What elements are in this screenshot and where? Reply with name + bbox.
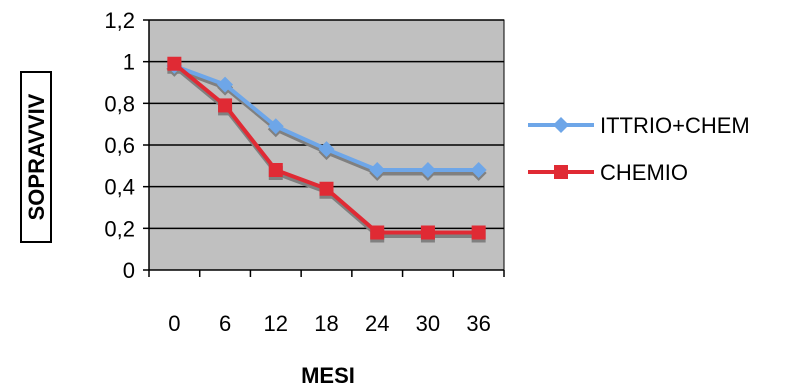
y-tick-label: 0	[123, 258, 135, 283]
y-tick-label: 1	[123, 50, 135, 75]
legend-label: ITTRIO+CHEM	[600, 113, 750, 138]
y-tick-label: 0,8	[104, 91, 135, 116]
x-tick-label: 36	[466, 311, 490, 336]
data-point[interactable]	[268, 163, 283, 177]
data-point[interactable]	[370, 225, 385, 240]
data-point[interactable]	[218, 98, 233, 113]
legend-square-marker	[554, 165, 568, 179]
legend-label: CHEMIO	[600, 160, 688, 185]
x-tick-label: 24	[365, 311, 389, 336]
y-tick-label: 1,2	[104, 8, 135, 33]
data-point[interactable]	[318, 141, 335, 158]
y-tick-label: 0,6	[104, 133, 135, 158]
x-tick-label: 0	[168, 311, 180, 336]
data-point[interactable]	[471, 225, 486, 240]
data-point[interactable]	[167, 56, 182, 71]
legend-item-chemio[interactable]: CHEMIO	[528, 160, 688, 185]
data-point[interactable]	[217, 76, 234, 93]
data-point[interactable]	[319, 181, 334, 196]
y-axis-title-box	[20, 71, 52, 243]
legend-diamond-marker	[553, 117, 569, 133]
y-tick-label: 0,4	[104, 175, 135, 200]
x-axis-title: MESI	[301, 363, 355, 385]
y-axis-title: SOPRAVVIV	[24, 93, 49, 220]
x-tick-label: 12	[264, 311, 288, 336]
data-point[interactable]	[369, 162, 386, 178]
legend: ITTRIO+CHEM CHEMIO	[528, 113, 750, 185]
data-point[interactable]	[420, 225, 435, 240]
data-point[interactable]	[470, 162, 487, 178]
x-tick-label: 30	[416, 311, 440, 336]
data-point[interactable]	[267, 118, 284, 135]
data-point[interactable]	[419, 162, 436, 178]
legend-item-ittrio-chem[interactable]: ITTRIO+CHEM	[528, 113, 750, 138]
x-tick-label: 6	[219, 311, 231, 336]
x-tick-label: 18	[314, 311, 338, 336]
y-tick-label: 0,2	[104, 216, 135, 241]
